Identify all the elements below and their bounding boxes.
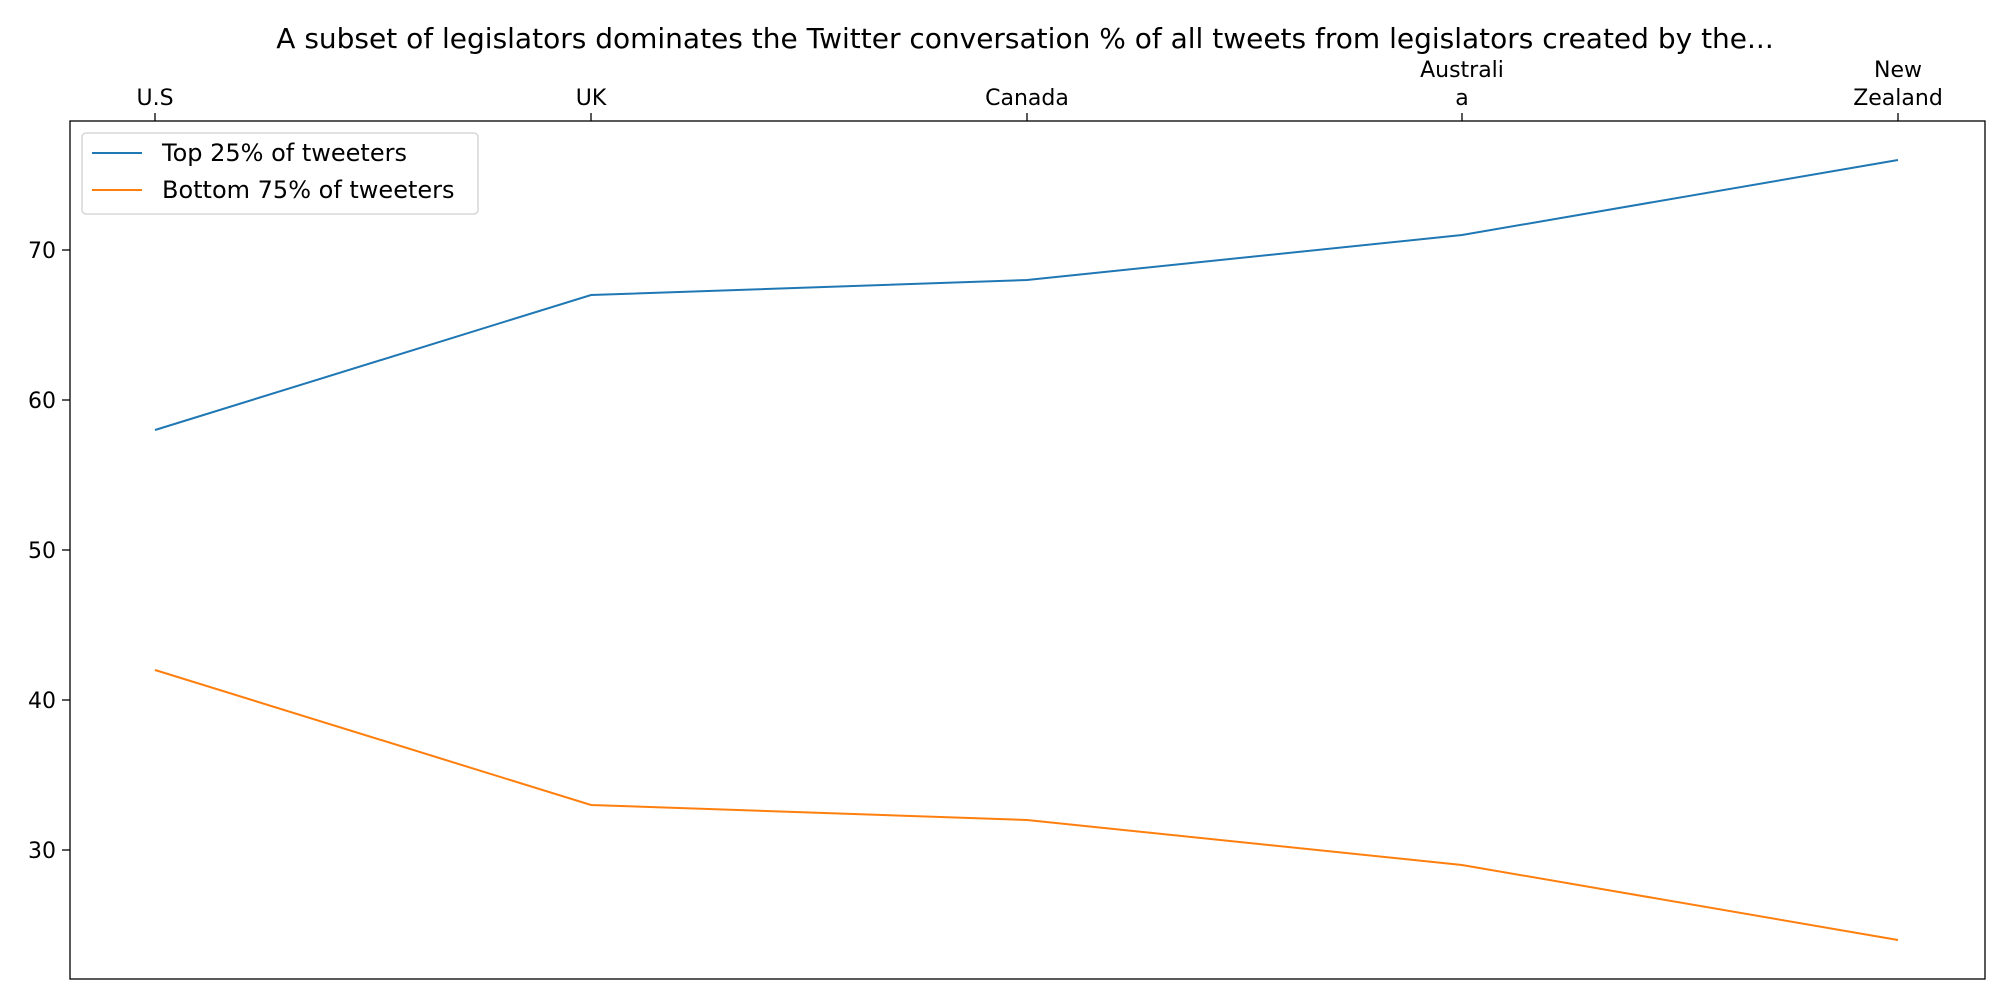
series-line-1 <box>154 669 1899 941</box>
series-line-0 <box>154 159 1899 431</box>
x-tick-label: a <box>1455 86 1468 111</box>
x-tick-label: New <box>1874 58 1922 83</box>
y-tick-label: 70 <box>28 239 56 264</box>
y-tick-label: 40 <box>28 689 56 714</box>
x-tick-label: Canada <box>985 86 1069 111</box>
series-layer <box>154 159 1899 941</box>
legend-label: Top 25% of tweeters <box>161 139 407 167</box>
x-tick-label: U.S <box>136 86 173 111</box>
legend-label: Bottom 75% of tweeters <box>162 176 455 204</box>
legend-box <box>81 132 479 215</box>
y-tick-label: 30 <box>28 839 56 864</box>
legend: Top 25% of tweeters Bottom 75% of tweeter… <box>81 132 479 215</box>
x-tick-label: Australi <box>1420 58 1504 83</box>
y-axis: 30 40 50 60 70 <box>28 239 70 864</box>
x-axis: U.S UK Canada Australi a New Zealand <box>136 58 1943 121</box>
x-tick-label: UK <box>576 86 607 111</box>
chart-title: A subset of legislators dominates the Tw… <box>276 22 1773 55</box>
y-tick-label: 60 <box>28 389 56 414</box>
y-tick-label: 50 <box>28 539 56 564</box>
plot-frame <box>69 120 1986 980</box>
x-tick-label: Zealand <box>1853 86 1943 111</box>
